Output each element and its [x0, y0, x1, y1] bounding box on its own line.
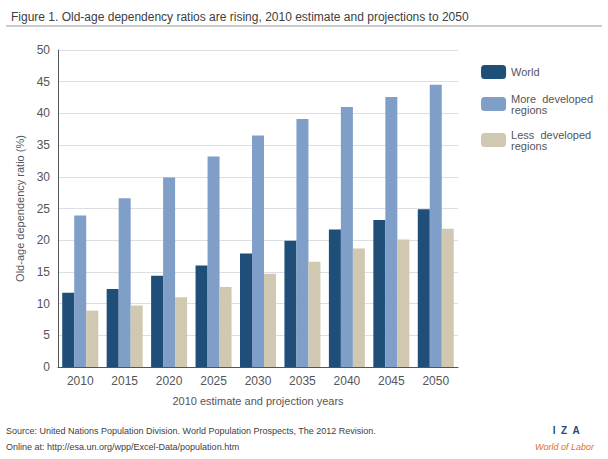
- svg-text:0: 0: [43, 360, 50, 374]
- svg-text:20: 20: [37, 233, 51, 247]
- svg-text:2010: 2010: [67, 374, 94, 388]
- svg-text:35: 35: [37, 138, 51, 152]
- svg-text:2010 estimate and projection y: 2010 estimate and projection years: [172, 395, 344, 407]
- svg-text:World: World: [511, 66, 540, 78]
- svg-text:2045: 2045: [378, 374, 405, 388]
- svg-text:2035: 2035: [289, 374, 316, 388]
- svg-text:Online at: http://esa.un.org/w: Online at: http://esa.un.org/wpp/Excel-D…: [6, 442, 239, 452]
- svg-text:Old-age dependency ratio (%): Old-age dependency ratio (%): [14, 135, 26, 282]
- svg-text:25: 25: [37, 202, 51, 216]
- svg-text:Figure 1. Old-age dependency r: Figure 1. Old-age dependency ratios are …: [11, 10, 469, 24]
- svg-text:regions: regions: [511, 104, 548, 116]
- svg-text:15: 15: [37, 265, 51, 279]
- svg-text:45: 45: [37, 75, 51, 89]
- svg-text:5: 5: [43, 328, 50, 342]
- svg-text:2040: 2040: [334, 374, 361, 388]
- svg-text:10: 10: [37, 297, 51, 311]
- svg-text:2025: 2025: [200, 374, 227, 388]
- svg-text:2030: 2030: [245, 374, 272, 388]
- svg-text:Less developed: Less developed: [511, 128, 592, 141]
- svg-text:2020: 2020: [156, 374, 183, 388]
- svg-text:World of Labor: World of Labor: [535, 442, 595, 452]
- svg-text:More developed: More developed: [511, 92, 593, 105]
- svg-text:40: 40: [37, 106, 51, 120]
- svg-text:50: 50: [37, 43, 51, 57]
- svg-text:I Z A: I Z A: [553, 425, 580, 436]
- svg-text:2015: 2015: [111, 374, 138, 388]
- svg-text:Source: United Nations Populat: Source: United Nations Population Divisi…: [6, 426, 376, 436]
- svg-text:regions: regions: [511, 140, 548, 152]
- svg-text:30: 30: [37, 170, 51, 184]
- svg-text:2050: 2050: [422, 374, 449, 388]
